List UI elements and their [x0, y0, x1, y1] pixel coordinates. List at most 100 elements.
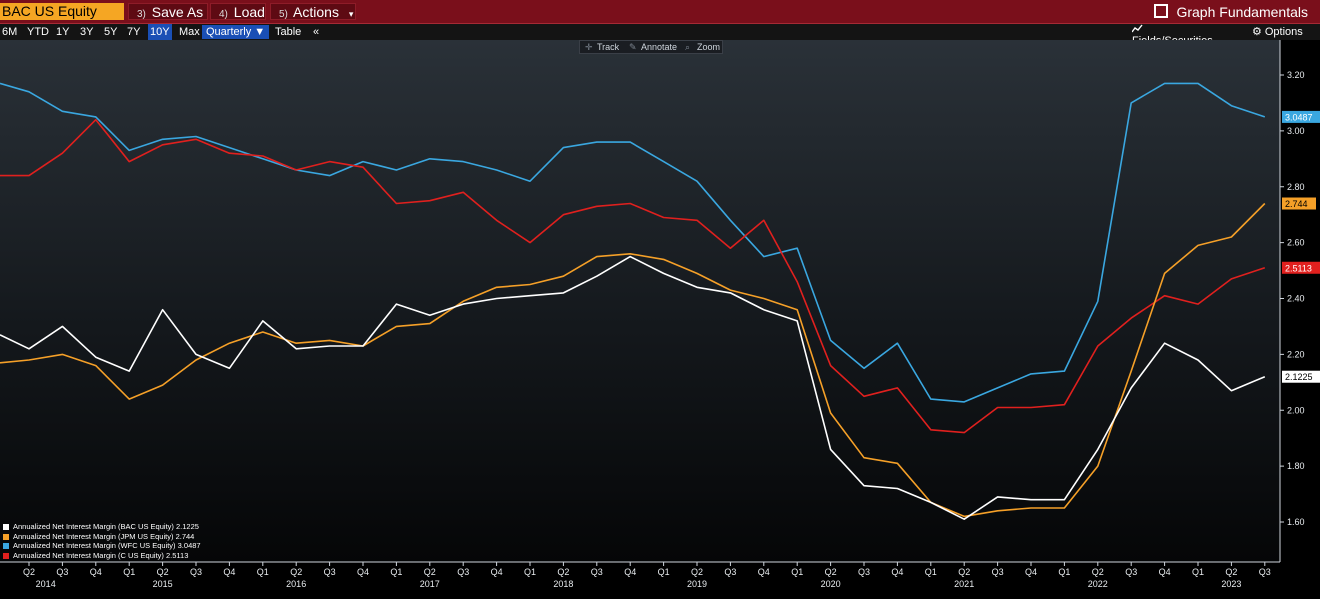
legend-label-bac: Annualized Net Interest Margin (BAC US E…: [13, 522, 199, 531]
x-tick-label: Q1: [524, 567, 536, 577]
x-tick-label: Q2: [1225, 567, 1237, 577]
annotate-button[interactable]: Annotate: [641, 42, 678, 52]
y-tick-label: 2.40: [1287, 294, 1305, 304]
x-tick-label: Q1: [1192, 567, 1204, 577]
timeframe-5y[interactable]: 5Y: [104, 26, 118, 38]
timeframe-ytd[interactable]: YTD: [27, 26, 49, 38]
x-tick-label: Q3: [858, 567, 870, 577]
last-value-tag-jpm: [1282, 197, 1316, 210]
x-tick-label: Q3: [324, 567, 336, 577]
last-value-label-bac: 2.1225: [1285, 372, 1313, 382]
legend-swatch-wfc: [3, 543, 9, 550]
x-tick-label: Q3: [457, 567, 469, 577]
line-chart[interactable]: 1.60 1.80 2.00 2.20 2.40 2.60 2.80 3.00 3.20 Q2 Q3…: [0, 40, 1320, 599]
collapse-icon[interactable]: «: [313, 26, 320, 38]
x-tick-label: Q4: [891, 567, 903, 577]
x-year-label: 2017: [420, 579, 440, 589]
top-command-bar: BAC US Equity 3) Save As 4) Load 5) Acti…: [0, 0, 1320, 24]
timeframe-6m[interactable]: 6M: [2, 26, 18, 38]
series-line-bac[interactable]: [0, 255, 1266, 521]
x-year-label: 2014: [36, 579, 56, 589]
chart-tools-bar: ✛ Track ✎ Annotate ⌕ Zoom: [579, 40, 723, 54]
x-tick-label: Q2: [958, 567, 970, 577]
x-year-label: 2018: [553, 579, 573, 589]
y-tick-label: 2.80: [1287, 182, 1305, 192]
timeframe-3y[interactable]: 3Y: [80, 26, 94, 38]
y-tick-label: 3.20: [1287, 70, 1305, 80]
x-year-label: 2023: [1221, 579, 1241, 589]
x-tick-label: Q4: [1159, 567, 1171, 577]
x-tick-label: Q1: [1058, 567, 1070, 577]
legend-item-c[interactable]: Annualized Net Interest Margin (C US Equ…: [3, 551, 201, 561]
x-year-label: 2015: [153, 579, 173, 589]
save-as-button[interactable]: 3) Save As: [128, 3, 208, 20]
x-tick-label: Q2: [23, 567, 35, 577]
series-line-c[interactable]: [0, 118, 1266, 434]
actions-shortcut: 5): [279, 9, 288, 20]
series-line-jpm[interactable]: [0, 202, 1266, 518]
legend-item-bac[interactable]: Annualized Net Interest Margin (BAC US E…: [3, 522, 201, 532]
last-value-tag-c: [1282, 261, 1320, 274]
x-tick-label: Q3: [591, 567, 603, 577]
external-link-icon: [1154, 4, 1169, 18]
timeframe-1y[interactable]: 1Y: [56, 26, 70, 38]
periodicity-dropdown[interactable]: Quarterly ▼: [202, 25, 270, 39]
timeframe-bar: 6M YTD 1Y 3Y 5Y 7Y 10Y Max Quarterly ▼ T…: [0, 24, 1320, 47]
ticker-field[interactable]: BAC US Equity: [0, 3, 124, 20]
x-tick-label: Q2: [825, 567, 837, 577]
actions-button[interactable]: 5) Actions ▾: [270, 3, 356, 20]
chart-lines-icon: [1132, 24, 1143, 33]
legend-item-jpm[interactable]: Annualized Net Interest Margin (JPM US E…: [3, 532, 201, 542]
x-tick-label: Q2: [557, 567, 569, 577]
load-button[interactable]: 4) Load: [210, 3, 266, 20]
chart-area[interactable]: 1.60 1.80 2.00 2.20 2.40 2.60 2.80 3.00 3.20 Q2 Q3…: [0, 40, 1320, 599]
legend-swatch-jpm: [3, 533, 9, 540]
x-tick-label: Q1: [791, 567, 803, 577]
x-tick-label: Q2: [157, 567, 169, 577]
timeframe-7y[interactable]: 7Y: [127, 26, 141, 38]
actions-label: Actions: [293, 4, 339, 20]
legend-swatch-bac: [3, 524, 9, 531]
x-tick-label: Q4: [90, 567, 102, 577]
save-as-label: Save As: [151, 4, 204, 20]
x-tick-label: Q4: [357, 567, 369, 577]
pencil-icon: ✎: [629, 42, 637, 52]
legend-item-wfc[interactable]: Annualized Net Interest Margin (WFC US E…: [3, 541, 201, 551]
options-button[interactable]: ⚙ Options: [1252, 24, 1303, 40]
last-value-tag-bac: [1282, 370, 1320, 383]
y-tick-label: 2.00: [1287, 405, 1305, 415]
chart-legend: Annualized Net Interest Margin (BAC US E…: [3, 522, 201, 560]
y-tick-label: 2.60: [1287, 238, 1305, 248]
magnifier-icon: ⌕: [685, 42, 691, 52]
x-tick-label: Q3: [1125, 567, 1137, 577]
legend-label-c: Annualized Net Interest Margin (C US Equ…: [13, 550, 189, 560]
zoom-button[interactable]: Zoom: [697, 42, 721, 52]
x-tick-label: Q1: [658, 567, 670, 577]
x-tick-label: Q4: [491, 567, 503, 577]
table-button[interactable]: Table: [275, 26, 302, 38]
x-tick-label: Q1: [390, 567, 402, 577]
y-tick-label: 1.80: [1287, 461, 1305, 471]
x-tick-label: Q2: [424, 567, 436, 577]
options-label: Options: [1264, 26, 1303, 38]
x-tick-label: Q4: [624, 567, 636, 577]
save-as-shortcut: 3): [137, 9, 146, 20]
load-label: Load: [233, 4, 265, 20]
x-tick-label: Q4: [223, 567, 235, 577]
x-tick-label: Q3: [56, 567, 68, 577]
timeframe-10y[interactable]: 10Y: [148, 24, 172, 40]
actions-caret-icon: ▾: [348, 9, 354, 19]
crosshair-icon: ✛: [585, 42, 593, 52]
series-line-wfc[interactable]: [0, 82, 1266, 403]
track-button[interactable]: Track: [597, 42, 620, 52]
x-tick-label: Q2: [290, 567, 302, 577]
y-tick-label: 1.60: [1287, 517, 1305, 527]
x-year-label: 2022: [1088, 579, 1108, 589]
load-shortcut: 4): [219, 9, 228, 20]
timeframe-max[interactable]: Max: [179, 26, 200, 38]
x-tick-label: Q1: [257, 567, 269, 577]
graph-fundamentals-label: Graph Fundamentals: [1176, 4, 1308, 20]
graph-fundamentals-button[interactable]: Graph Fundamentals: [1154, 3, 1308, 20]
x-tick-label: Q3: [724, 567, 736, 577]
x-tick-label: Q4: [758, 567, 770, 577]
